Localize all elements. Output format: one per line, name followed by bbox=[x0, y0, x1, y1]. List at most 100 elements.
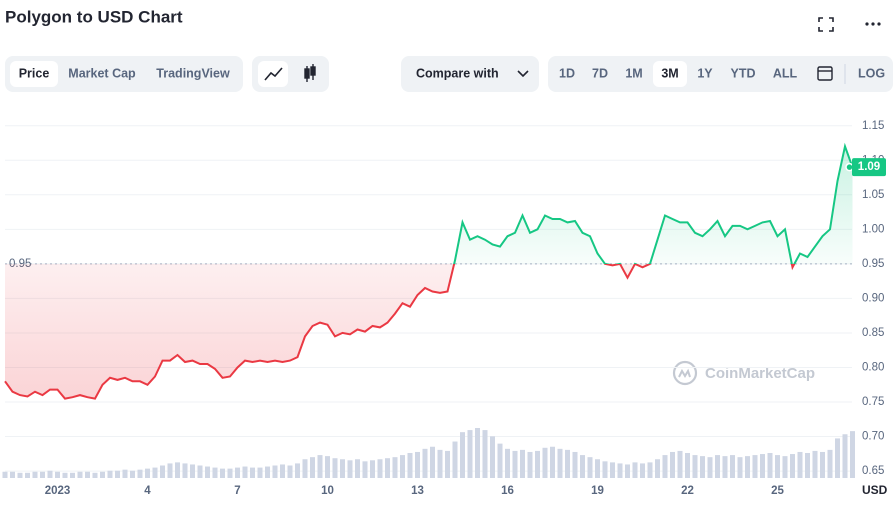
volume-bar bbox=[302, 459, 308, 478]
volume-bar bbox=[842, 434, 848, 478]
y-tick-label: 0.80 bbox=[862, 362, 884, 374]
volume-bar bbox=[610, 462, 615, 478]
volume-bar bbox=[310, 457, 315, 478]
area bbox=[5, 146, 853, 399]
volume-bar bbox=[317, 455, 323, 478]
range-button[interactable]: 1Y bbox=[697, 66, 713, 80]
y-tick-label: 0.90 bbox=[862, 292, 884, 304]
watermark: CoinMarketCap bbox=[672, 360, 815, 386]
volume-bar bbox=[512, 450, 518, 478]
volume-bar bbox=[62, 472, 68, 478]
range-bg bbox=[653, 61, 687, 87]
volume-bar bbox=[197, 465, 203, 478]
volume-bar bbox=[437, 449, 443, 478]
volume-bar bbox=[92, 472, 98, 478]
line-icon[interactable] bbox=[264, 67, 283, 81]
volume-bar bbox=[190, 464, 195, 478]
price-tag bbox=[852, 158, 886, 177]
x-tick-label: 19 bbox=[591, 485, 604, 497]
volume-bar bbox=[475, 428, 480, 478]
more-icon[interactable] bbox=[865, 22, 881, 26]
x-tick-label: 16 bbox=[501, 485, 514, 497]
volume-bar bbox=[617, 463, 623, 478]
volume-bar bbox=[340, 459, 345, 478]
volume-bar bbox=[557, 448, 563, 478]
volume-bar bbox=[265, 466, 270, 478]
volume-bar bbox=[782, 456, 788, 478]
x-tick-label: 22 bbox=[681, 485, 694, 497]
volume-bar bbox=[707, 457, 713, 478]
volume-bar bbox=[175, 462, 180, 478]
range-button[interactable]: 1D bbox=[559, 66, 575, 80]
volume-bar bbox=[460, 432, 465, 478]
range-button[interactable]: ALL bbox=[773, 66, 798, 80]
volume-bar bbox=[430, 446, 435, 478]
volume-bar bbox=[167, 463, 173, 478]
volume-bar bbox=[100, 471, 105, 478]
volume-bar bbox=[670, 451, 675, 478]
log-toggle[interactable]: LOG bbox=[858, 66, 885, 80]
volume-bar bbox=[122, 469, 128, 478]
tab[interactable]: TradingView bbox=[156, 66, 230, 80]
volume-bar bbox=[505, 448, 510, 478]
volume-bar bbox=[287, 465, 293, 478]
compare-dropdown[interactable] bbox=[401, 56, 539, 92]
volume-bar bbox=[685, 453, 690, 478]
volume-bar bbox=[385, 458, 390, 478]
volume-bar bbox=[355, 459, 360, 478]
chevron bbox=[517, 70, 529, 78]
volume-bar bbox=[767, 453, 773, 478]
volume-bar bbox=[452, 441, 458, 478]
volume-bar bbox=[257, 467, 263, 478]
volume-bar bbox=[220, 468, 225, 478]
volume-bar bbox=[662, 455, 668, 478]
volume-bar bbox=[850, 431, 855, 478]
volume-bar bbox=[407, 453, 413, 478]
volume-bar bbox=[722, 456, 728, 478]
range-button[interactable]: 3M bbox=[661, 66, 678, 80]
price-line bbox=[4, 142, 854, 400]
tab-group bbox=[5, 56, 243, 92]
y-tick-label: 0.85 bbox=[862, 327, 884, 339]
range-button[interactable]: 7D bbox=[592, 66, 608, 80]
volume-bar bbox=[10, 471, 15, 478]
fullscreen-icon[interactable] bbox=[818, 17, 834, 32]
y-tick-label: 0.65 bbox=[862, 465, 884, 477]
volume-bar bbox=[535, 450, 540, 478]
volume-bar bbox=[595, 459, 600, 478]
volume-bar bbox=[400, 455, 405, 478]
volume-bar bbox=[2, 471, 8, 478]
volume-bar bbox=[752, 455, 758, 478]
volume-bar bbox=[77, 471, 83, 478]
volume-bar bbox=[745, 456, 750, 478]
y-tick-label: 1.00 bbox=[862, 223, 884, 235]
volume-bar bbox=[32, 471, 38, 478]
volume-bar bbox=[542, 447, 548, 478]
volume-bar bbox=[85, 471, 90, 478]
range-button[interactable]: YTD bbox=[731, 66, 756, 80]
volume-bar bbox=[17, 472, 23, 478]
range-button[interactable]: 1M bbox=[625, 66, 642, 80]
volume-bar bbox=[632, 462, 638, 478]
volume-bar bbox=[25, 472, 30, 478]
volume-bar bbox=[790, 454, 795, 478]
y-tick-label: 0.95 bbox=[862, 258, 884, 270]
volume-bar bbox=[805, 453, 810, 478]
volume-bar bbox=[370, 460, 375, 478]
last-point bbox=[845, 162, 854, 172]
calendar-icon[interactable] bbox=[817, 66, 833, 81]
tab[interactable]: Market Cap bbox=[68, 66, 136, 80]
volume-bar bbox=[422, 448, 428, 478]
volume-bar bbox=[332, 458, 338, 478]
x-tick-label: 7 bbox=[234, 485, 240, 497]
range-group bbox=[548, 56, 893, 92]
volume-bar bbox=[520, 449, 525, 478]
volume-bar bbox=[70, 472, 75, 478]
volume-bar bbox=[392, 457, 398, 478]
volume-bar bbox=[445, 450, 450, 478]
volume-bar bbox=[602, 461, 608, 478]
candle-icon[interactable] bbox=[304, 64, 316, 82]
tab[interactable]: Price bbox=[19, 66, 50, 80]
watermark-text: CoinMarketCap bbox=[705, 365, 815, 382]
volume-bar bbox=[820, 451, 825, 478]
